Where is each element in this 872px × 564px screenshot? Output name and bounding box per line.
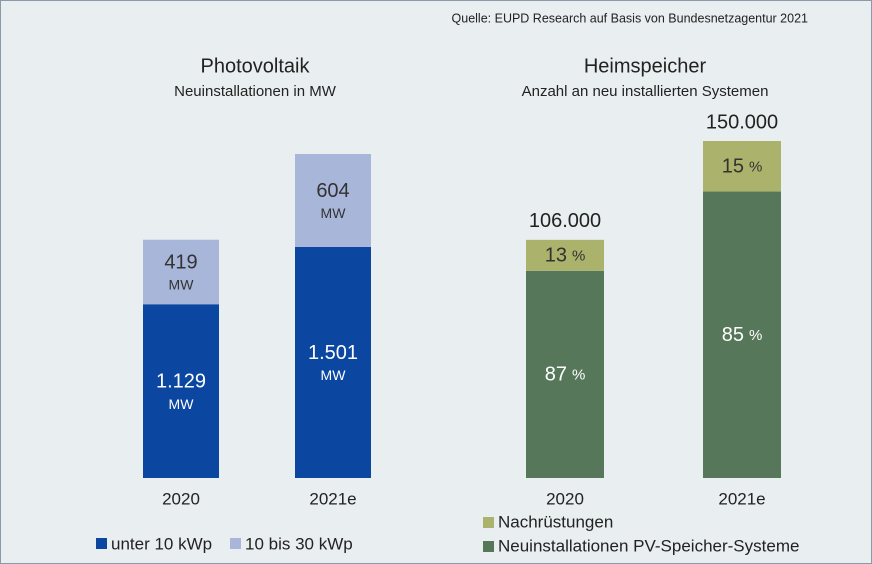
bar-segment	[526, 270, 604, 478]
bar-segment	[295, 246, 371, 478]
value-number: 85	[722, 324, 744, 346]
value-unit: %	[572, 366, 585, 383]
value-unit: %	[572, 247, 585, 264]
legend-swatch	[483, 517, 494, 528]
value-number: 13	[545, 245, 567, 267]
value-unit: MW	[321, 367, 347, 383]
value-unit: %	[749, 158, 762, 175]
value-unit: MW	[321, 205, 347, 221]
bar-segment	[143, 239, 219, 305]
value-unit: MW	[169, 277, 195, 293]
value-unit: %	[749, 327, 762, 344]
value-label: 85%	[722, 324, 763, 346]
value-label: 87%	[545, 364, 586, 386]
legend-swatch	[230, 538, 241, 549]
total-label: 106.000	[529, 210, 601, 232]
value-label: 15%	[722, 156, 763, 178]
value-label: 1.501	[308, 342, 358, 364]
value-unit: MW	[169, 396, 195, 412]
legend-label: 10 bis 30 kWp	[245, 534, 353, 553]
chart-title: Photovoltaik	[201, 55, 311, 77]
value-label: 13%	[545, 245, 586, 267]
x-tick-label: 2021e	[309, 489, 356, 508]
bar-segment	[526, 239, 604, 271]
chart-subtitle: Neuinstallationen in MW	[174, 83, 337, 100]
source: Quelle: EUPD Research auf Basis von Bund…	[452, 11, 809, 25]
value-label: 604	[316, 180, 349, 202]
value-label: 419	[164, 251, 197, 273]
bar-segment	[143, 304, 219, 478]
value-number: 87	[545, 364, 567, 386]
bar-segment	[295, 154, 371, 247]
legend-label: unter 10 kWp	[111, 534, 212, 553]
total-label: 150.000	[706, 111, 778, 133]
legend-swatch	[483, 541, 494, 552]
x-tick-label: 2020	[546, 489, 584, 508]
bar-segment	[703, 191, 781, 479]
bar-segment	[703, 141, 781, 192]
chart-title: Heimspeicher	[584, 55, 707, 77]
legend-label: Nachrüstungen	[498, 512, 613, 531]
x-tick-label: 2021e	[718, 489, 765, 508]
chart-subtitle: Anzahl an neu installierten Systemen	[522, 83, 769, 100]
x-tick-label: 2020	[162, 489, 200, 508]
value-label: 1.129	[156, 370, 206, 392]
legend-swatch	[96, 538, 107, 549]
legend-label: Neuinstallationen PV-Speicher-Systeme	[498, 536, 799, 555]
value-number: 15	[722, 156, 744, 178]
